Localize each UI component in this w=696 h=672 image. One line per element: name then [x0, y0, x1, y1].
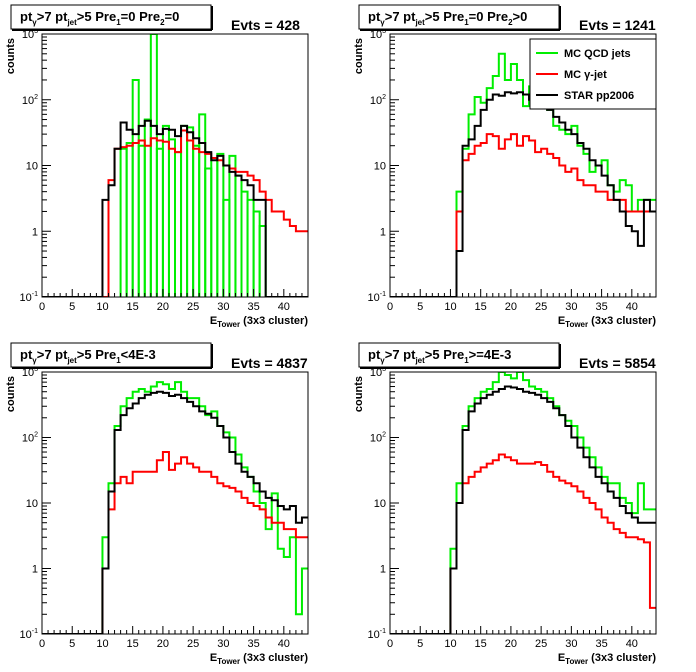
x-tick-label: 25 [187, 301, 199, 313]
y-tick-label: 10 [374, 498, 386, 510]
x-axis-label: ETower (3x3 cluster) [210, 315, 309, 329]
title-box [10, 342, 212, 368]
x-tick-label: 20 [505, 301, 517, 313]
x-tick-label: 25 [535, 638, 547, 650]
panel-title: ptγ>7 ptjet>5 Pre1>=4E-3 [358, 342, 561, 369]
x-tick-label: 30 [217, 301, 229, 313]
x-tick-label: 35 [595, 301, 607, 313]
x-tick-label: 35 [595, 638, 607, 650]
x-tick-label: 35 [247, 301, 259, 313]
y-tick-label: 10-1 [20, 628, 39, 641]
x-tick-label: 10 [444, 301, 456, 313]
series-mc-gamma-jet [390, 133, 656, 297]
x-axis-label: ETower (3x3 cluster) [558, 652, 657, 666]
chart-panel-2: 0 5 10 15 20 25 30 35 40 10-1 1 10 102 103 counts ETowe… [353, 4, 657, 329]
y-tick-label: 103 [370, 28, 386, 41]
legend: MC QCD jets MC γ-jet STAR pp2006 [529, 38, 657, 110]
y-tick-label: 103 [22, 366, 38, 379]
x-tick-label: 30 [565, 301, 577, 313]
x-tick-label: 30 [565, 638, 577, 650]
x-tick-label: 40 [626, 301, 638, 313]
x-tick-label: 35 [247, 638, 259, 650]
y-tick-label: 1 [32, 564, 38, 576]
series-mc-qcd-jets [42, 381, 308, 634]
evts-label: Evts = 5854 [579, 355, 656, 371]
legend-label: MC γ-jet [564, 69, 607, 81]
y-tick-label: 102 [370, 432, 386, 445]
series-star-pp2006 [42, 119, 308, 297]
y-axis-label: counts [353, 38, 365, 74]
y-tick-label: 102 [22, 432, 38, 445]
x-tick-label: 5 [69, 638, 75, 650]
y-tick-label: 10 [26, 161, 38, 173]
evts-label: Evts = 1241 [579, 17, 656, 33]
x-tick-label: 10 [96, 638, 108, 650]
y-tick-label: 1 [32, 226, 38, 238]
y-axis-label: counts [353, 376, 365, 412]
series-mc-gamma-jet [42, 451, 308, 634]
x-tick-label: 10 [444, 638, 456, 650]
y-tick-label: 10 [26, 498, 38, 510]
x-tick-label: 25 [535, 301, 547, 313]
x-tick-label: 40 [626, 638, 638, 650]
x-axis-label: ETower (3x3 cluster) [558, 315, 657, 329]
x-tick-label: 0 [39, 301, 45, 313]
y-tick-label: 103 [370, 366, 386, 379]
title-text: ptγ>7 ptjet>5 Pre1=0 Pre2=0 [20, 9, 179, 27]
panel-title: ptγ>7 ptjet>5 Pre1<4E-3 [10, 342, 213, 369]
y-tick-label: 1 [380, 564, 386, 576]
y-tick-label: 102 [22, 94, 38, 107]
legend-label: STAR pp2006 [564, 90, 634, 102]
x-tick-label: 0 [387, 638, 393, 650]
series-mc-gamma-jet [390, 453, 656, 634]
evts-label: Evts = 428 [231, 17, 300, 33]
plot-frame [41, 371, 309, 635]
y-axis-label: counts [5, 376, 17, 412]
x-tick-label: 40 [278, 638, 290, 650]
x-axis-label: ETower (3x3 cluster) [210, 652, 309, 666]
series-star-pp2006 [390, 91, 656, 297]
chart-panel-4: 0 5 10 15 20 25 30 35 40 10-1 1 10 102 103 counts ETowe… [353, 342, 657, 666]
x-tick-label: 40 [278, 301, 290, 313]
y-tick-label: 102 [370, 94, 386, 107]
y-tick-label: 10 [374, 161, 386, 173]
y-tick-label: 1 [380, 226, 386, 238]
y-tick-label: 103 [22, 28, 38, 41]
chart-panel-1: 0 5 10 15 20 25 30 35 40 10-1 1 10 102 103 counts ETowe… [5, 4, 309, 329]
series-star-pp2006 [390, 385, 656, 634]
panel-title: ptγ>7 ptjet>5 Pre1=0 Pre2=0 [10, 4, 213, 31]
x-tick-label: 15 [127, 638, 139, 650]
x-tick-label: 15 [475, 638, 487, 650]
x-tick-label: 0 [39, 638, 45, 650]
x-tick-label: 15 [127, 301, 139, 313]
title-box [358, 342, 560, 368]
series-mc-qcd-jets [390, 372, 656, 634]
x-tick-label: 20 [505, 638, 517, 650]
x-tick-label: 0 [387, 301, 393, 313]
plot-frame [389, 371, 657, 635]
x-tick-label: 5 [417, 638, 423, 650]
title-text: ptγ>7 ptjet>5 Pre1<4E-3 [20, 347, 156, 365]
legend-label: MC QCD jets [564, 48, 631, 60]
x-tick-label: 20 [157, 638, 169, 650]
x-tick-label: 30 [217, 638, 229, 650]
x-tick-label: 5 [69, 301, 75, 313]
series-star-pp2006 [42, 390, 308, 634]
title-text: ptγ>7 ptjet>5 Pre1>=4E-3 [368, 347, 511, 365]
panel-title: ptγ>7 ptjet>5 Pre1=0 Pre2>0 [358, 4, 561, 31]
chart-panel-3: 0 5 10 15 20 25 30 35 40 10-1 1 10 102 103 counts ETowe… [5, 342, 309, 666]
x-tick-label: 15 [475, 301, 487, 313]
title-text: ptγ>7 ptjet>5 Pre1=0 Pre2>0 [368, 9, 527, 27]
x-tick-label: 10 [96, 301, 108, 313]
y-tick-label: 10-1 [20, 291, 39, 304]
y-tick-label: 10-1 [368, 628, 387, 641]
x-tick-label: 5 [417, 301, 423, 313]
y-tick-label: 10-1 [368, 291, 387, 304]
x-tick-label: 20 [157, 301, 169, 313]
evts-label: Evts = 4837 [231, 355, 308, 371]
y-axis-label: counts [5, 38, 17, 74]
x-tick-label: 25 [187, 638, 199, 650]
